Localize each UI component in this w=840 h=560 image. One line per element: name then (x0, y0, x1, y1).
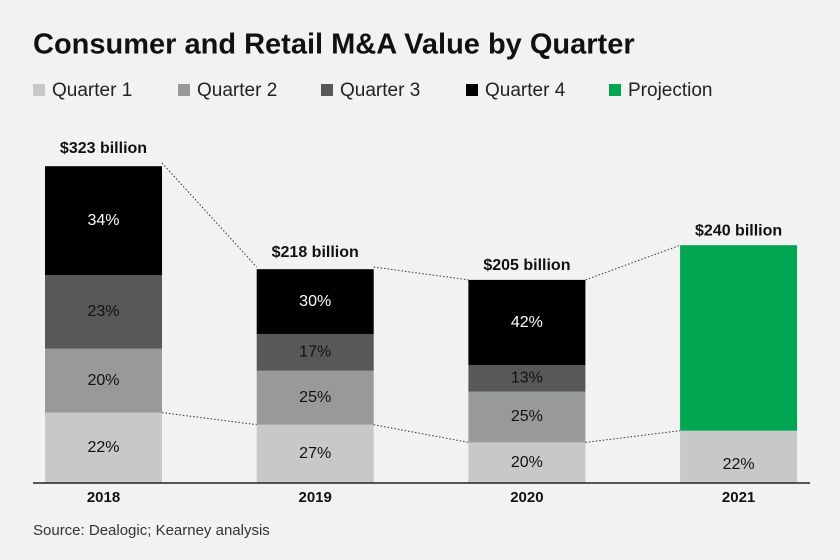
legend-label: Quarter 1 (52, 80, 132, 101)
segment-label: 13% (511, 370, 543, 387)
chart-title: Consumer and Retail M&A Value by Quarter (33, 29, 635, 61)
bar-segment (256, 424, 374, 483)
total-label: $240 billion (695, 222, 782, 239)
legend-swatch (609, 84, 621, 96)
legend-label: Projection (628, 80, 713, 101)
bar-segment (680, 245, 798, 431)
segment-label: 23% (87, 303, 119, 320)
total-label: $323 billion (60, 140, 147, 157)
segment-label: 17% (299, 344, 331, 361)
x-tick-label: 2020 (510, 489, 543, 506)
segment-label: 20% (87, 372, 119, 389)
bar-segment (45, 348, 162, 413)
legend-swatch (33, 84, 45, 96)
bar-segment (256, 370, 374, 425)
legend-label: Quarter 3 (340, 80, 420, 101)
segment-label: 34% (87, 212, 119, 229)
legend-label: Quarter 4 (485, 80, 566, 101)
bar-segment (45, 166, 162, 275)
segment-label: 22% (723, 456, 755, 473)
bar-segment (45, 412, 162, 483)
segment-label: 25% (299, 389, 331, 406)
legend-swatch (178, 84, 190, 96)
bar-segment (256, 269, 374, 334)
legend-swatch (466, 84, 478, 96)
segment-label: 25% (511, 408, 543, 425)
total-label: $205 billion (483, 257, 570, 274)
legend-swatch (321, 84, 333, 96)
x-tick-label: 2019 (299, 489, 332, 506)
bar-segment (680, 430, 798, 483)
source-note: Source: Dealogic; Kearney analysis (33, 522, 270, 539)
bar-segment (468, 279, 586, 366)
bar-segment (468, 365, 586, 392)
segment-label: 30% (299, 293, 331, 310)
x-tick-label: 2021 (722, 489, 755, 506)
segment-label: 22% (87, 439, 119, 456)
bar-segment (468, 442, 586, 483)
legend-label: Quarter 2 (197, 80, 277, 101)
connector (161, 162, 258, 268)
segment-label: 20% (511, 454, 543, 471)
connector (585, 244, 681, 281)
total-label: $218 billion (272, 244, 359, 261)
bar-segment (468, 391, 586, 443)
bar-segment (45, 275, 162, 349)
x-tick-label: 2018 (87, 489, 120, 506)
segment-label: 42% (511, 314, 543, 331)
bar-segment (256, 333, 374, 371)
segment-label: 27% (299, 445, 331, 462)
